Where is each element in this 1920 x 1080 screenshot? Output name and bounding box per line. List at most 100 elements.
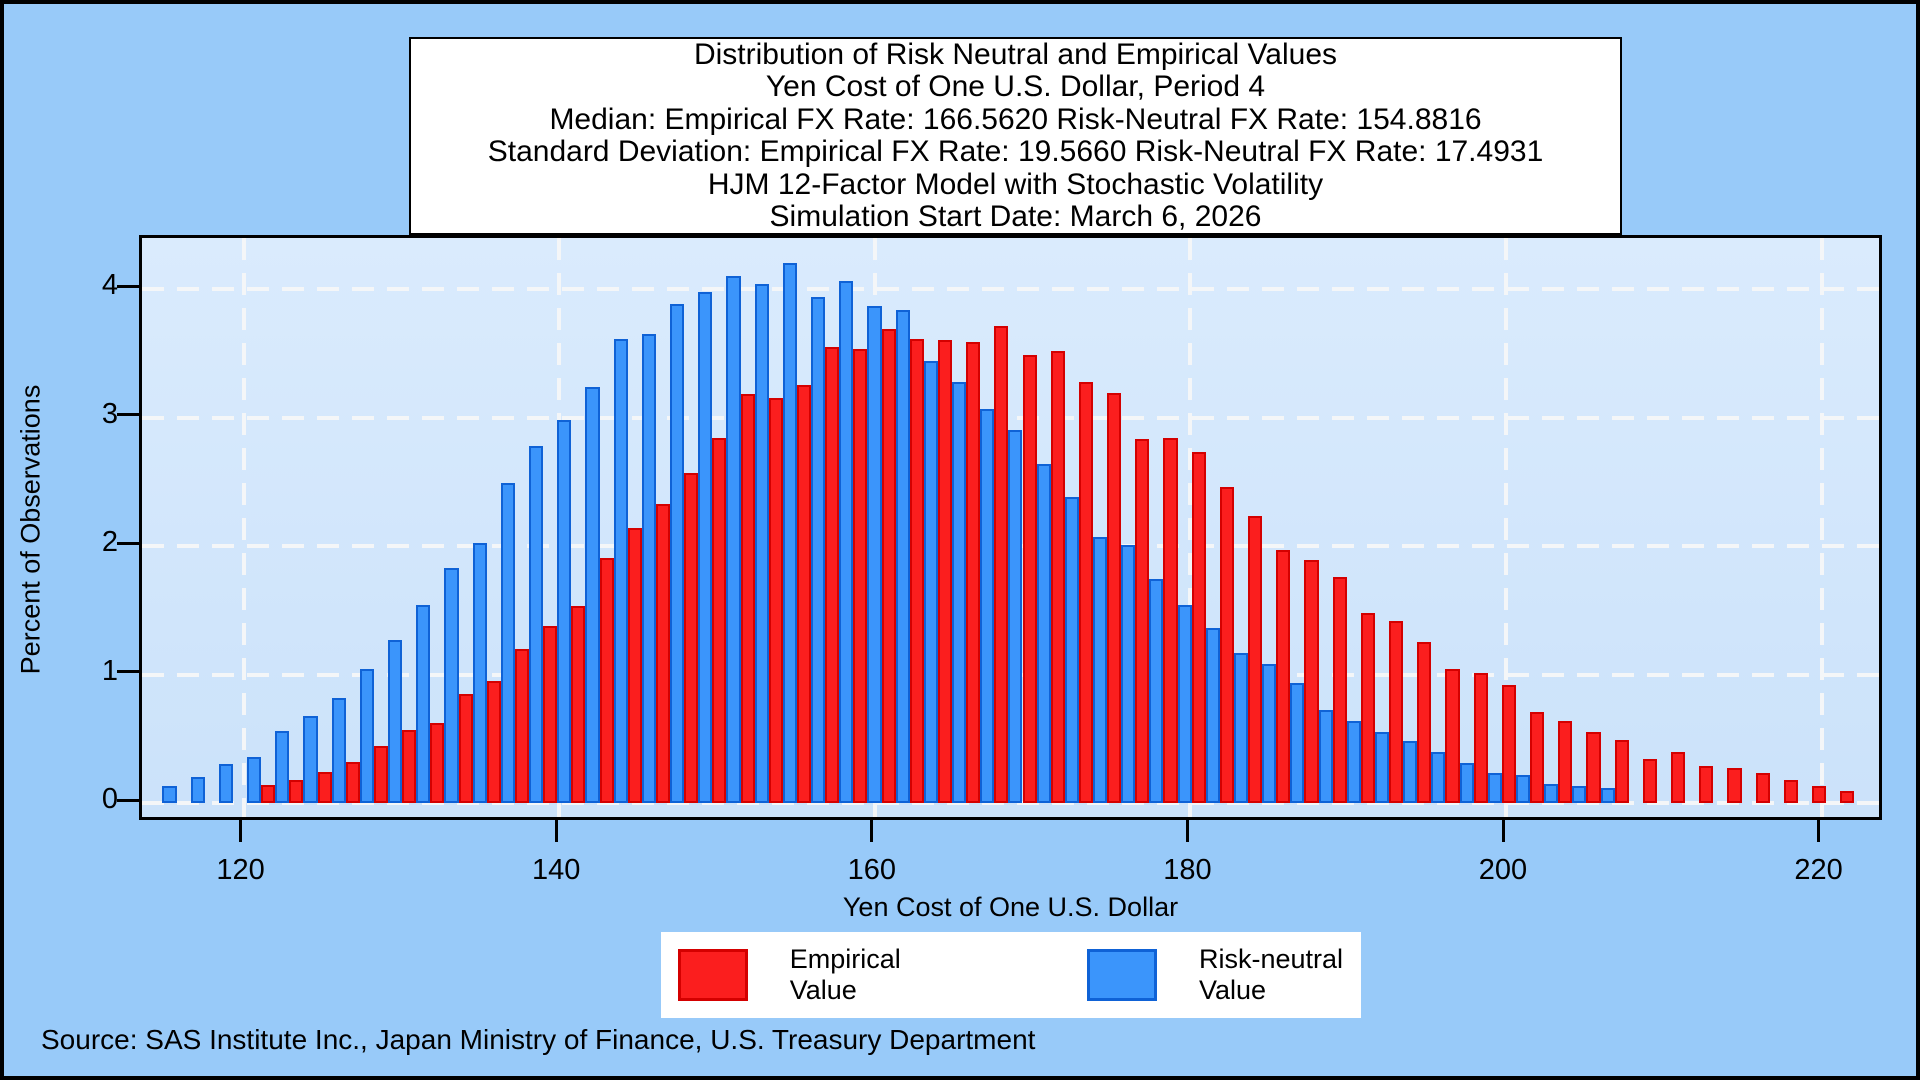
bar-empirical bbox=[684, 472, 699, 803]
title-line: Standard Deviation: Empirical FX Rate: 1… bbox=[487, 135, 1544, 168]
y-tick-mark bbox=[117, 284, 139, 288]
bar-risk-neutral bbox=[923, 360, 938, 803]
chart-title-box: Distribution of Risk Neutral and Empiric… bbox=[409, 37, 1622, 235]
bar-empirical bbox=[655, 503, 670, 803]
bar-risk-neutral bbox=[500, 483, 515, 803]
x-tick-mark bbox=[1185, 820, 1189, 842]
legend-label-empirical: Empirical Value bbox=[789, 944, 901, 1005]
y-gridline bbox=[142, 801, 1879, 805]
bar-empirical bbox=[1501, 684, 1516, 803]
x-gridline bbox=[1504, 238, 1508, 817]
bar-risk-neutral bbox=[1544, 783, 1559, 803]
legend-label-risk-neutral: Risk-neutral Value bbox=[1199, 944, 1344, 1005]
x-tick-mark bbox=[1817, 820, 1821, 842]
bar-empirical bbox=[599, 557, 614, 803]
bar-risk-neutral bbox=[557, 420, 572, 803]
y-tick-mark bbox=[117, 670, 139, 673]
bar-empirical bbox=[909, 339, 924, 803]
bar-risk-neutral bbox=[613, 339, 628, 803]
bar-risk-neutral bbox=[1036, 463, 1051, 803]
y-tick-label: 2 bbox=[101, 526, 118, 558]
bar-risk-neutral bbox=[1515, 774, 1531, 803]
bar-risk-neutral bbox=[1487, 773, 1502, 803]
y-tick-label: 3 bbox=[101, 397, 118, 430]
bar-risk-neutral bbox=[218, 764, 233, 803]
bar-empirical bbox=[289, 779, 304, 803]
bar-empirical bbox=[712, 438, 727, 803]
bar-risk-neutral bbox=[641, 333, 656, 803]
bar-empirical bbox=[1727, 768, 1742, 803]
x-tick-mark bbox=[870, 820, 874, 842]
y-tick-mark bbox=[117, 798, 139, 802]
bar-empirical bbox=[543, 625, 558, 803]
y-tick-mark bbox=[117, 413, 139, 416]
x-axis-title: Yen Cost of One U.S. Dollar bbox=[842, 892, 1179, 922]
bar-risk-neutral bbox=[529, 445, 544, 803]
y-gridline bbox=[142, 287, 1879, 291]
bar-empirical bbox=[1107, 393, 1122, 803]
bar-risk-neutral bbox=[1092, 537, 1108, 803]
bar-empirical bbox=[1078, 381, 1093, 803]
bar-empirical bbox=[571, 606, 586, 803]
x-tick-mark bbox=[554, 820, 558, 842]
x-tick-label: 140 bbox=[531, 854, 581, 886]
bar-risk-neutral bbox=[867, 305, 882, 803]
bar-risk-neutral bbox=[1431, 751, 1446, 803]
x-tick-label: 220 bbox=[1794, 854, 1843, 886]
bar-empirical bbox=[1558, 720, 1573, 803]
bar-risk-neutral bbox=[1403, 741, 1418, 803]
bar-risk-neutral bbox=[1374, 732, 1390, 803]
y-tick-label: 0 bbox=[101, 783, 118, 815]
bar-empirical bbox=[317, 772, 332, 803]
x-tick-label: 200 bbox=[1478, 854, 1528, 886]
bar-empirical bbox=[768, 398, 783, 803]
bar-risk-neutral bbox=[1008, 430, 1023, 803]
bar-risk-neutral bbox=[275, 731, 290, 803]
bar-empirical bbox=[402, 729, 417, 803]
bar-risk-neutral bbox=[1346, 720, 1361, 803]
bar-risk-neutral bbox=[1177, 605, 1192, 803]
bar-risk-neutral bbox=[416, 605, 431, 803]
legend-swatch-risk-neutral bbox=[1087, 949, 1157, 1001]
bar-empirical bbox=[966, 341, 981, 803]
y-tick-label: 4 bbox=[101, 269, 118, 301]
bar-risk-neutral bbox=[895, 309, 910, 803]
y-tick-label: 1 bbox=[101, 654, 118, 687]
bar-empirical bbox=[486, 680, 501, 803]
bar-empirical bbox=[1304, 560, 1319, 803]
bar-risk-neutral bbox=[811, 296, 826, 803]
bar-risk-neutral bbox=[1290, 683, 1305, 803]
bar-empirical bbox=[1445, 669, 1460, 803]
bar-empirical bbox=[1360, 612, 1375, 803]
bar-risk-neutral bbox=[952, 381, 967, 803]
bar-empirical bbox=[1050, 350, 1065, 803]
title-line: Simulation Start Date: March 6, 2026 bbox=[769, 200, 1262, 233]
bar-risk-neutral bbox=[1459, 763, 1474, 803]
bar-empirical bbox=[1530, 711, 1545, 803]
bar-empirical bbox=[1642, 759, 1657, 803]
x-tick-mark bbox=[239, 820, 243, 842]
bar-risk-neutral bbox=[980, 408, 995, 803]
bar-risk-neutral bbox=[670, 304, 685, 803]
bar-risk-neutral bbox=[1572, 786, 1587, 803]
bar-risk-neutral bbox=[1205, 628, 1220, 803]
bar-empirical bbox=[994, 326, 1009, 803]
legend: Empirical Value Risk-neutral Value bbox=[661, 932, 1361, 1018]
bar-empirical bbox=[373, 746, 389, 803]
x-tick-label: 160 bbox=[847, 854, 896, 886]
x-tick-mark bbox=[1501, 820, 1505, 842]
bar-empirical bbox=[261, 785, 276, 803]
y-tick-mark bbox=[117, 541, 139, 545]
title-line: Median: Empirical FX Rate: 166.5620 Risk… bbox=[549, 102, 1482, 136]
bar-risk-neutral bbox=[726, 276, 741, 803]
bar-empirical bbox=[1022, 354, 1037, 803]
bar-risk-neutral bbox=[754, 283, 769, 803]
x-gridline bbox=[1188, 238, 1193, 817]
bar-risk-neutral bbox=[1233, 652, 1249, 803]
bar-risk-neutral bbox=[331, 697, 346, 803]
bar-empirical bbox=[430, 723, 445, 803]
bar-empirical bbox=[1614, 740, 1629, 803]
bar-risk-neutral bbox=[1121, 544, 1136, 803]
source-note: Source: SAS Institute Inc., Japan Minist… bbox=[41, 1024, 1036, 1055]
bar-risk-neutral bbox=[472, 543, 487, 803]
